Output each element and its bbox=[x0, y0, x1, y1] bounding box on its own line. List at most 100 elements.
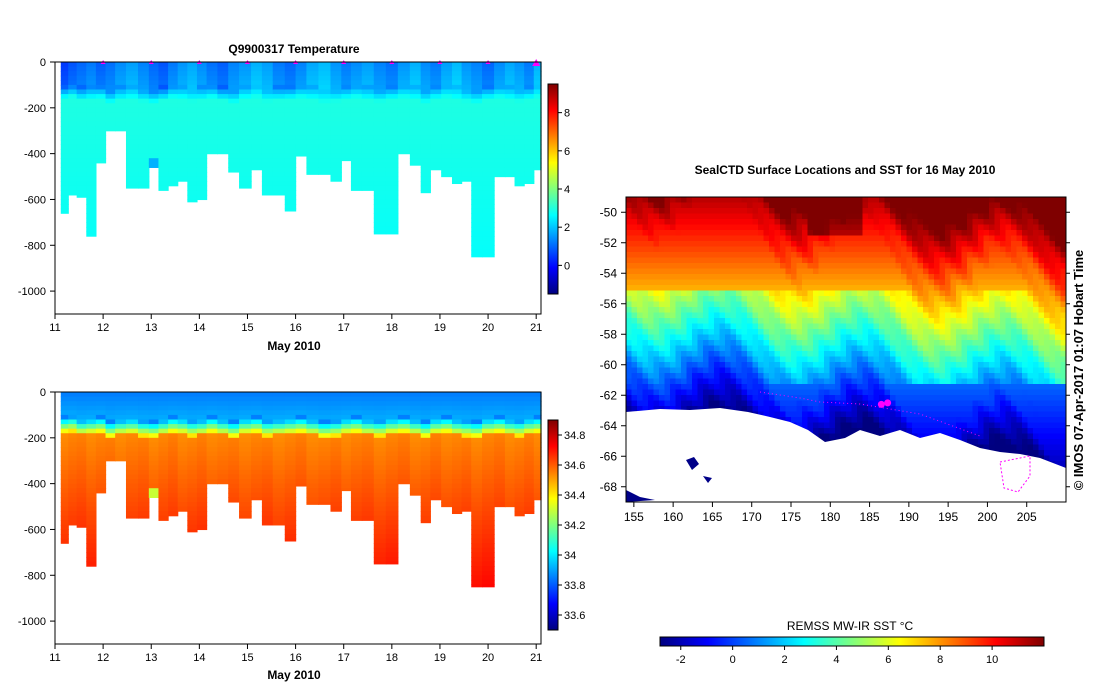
temperature-cell bbox=[228, 144, 240, 150]
temperature-x-axis: 11 12 13 14 15 16 17 18 19 20 21 bbox=[49, 314, 542, 334]
temperature-cell bbox=[217, 139, 229, 146]
temperature-cell bbox=[385, 167, 399, 173]
sst-cell bbox=[923, 290, 929, 297]
salinity-cell bbox=[217, 479, 229, 485]
temperature-cell bbox=[471, 75, 483, 81]
sst-cell bbox=[1000, 252, 1006, 258]
temperature-cell bbox=[196, 181, 208, 187]
sst-cell bbox=[758, 318, 764, 324]
sst-cell bbox=[868, 290, 874, 297]
sst-cell bbox=[802, 296, 808, 302]
temperature-cell bbox=[251, 89, 263, 95]
temperature-cell bbox=[373, 84, 387, 91]
sst-cell bbox=[1011, 351, 1017, 357]
sst-cell bbox=[1033, 257, 1039, 264]
temperature-cell bbox=[471, 204, 483, 210]
temperature-cell bbox=[361, 126, 375, 132]
sst-cell bbox=[1022, 224, 1028, 231]
temperature-cell bbox=[125, 130, 139, 136]
sst-cell bbox=[989, 345, 995, 352]
sst-cell bbox=[978, 224, 984, 231]
salinity-cell bbox=[471, 456, 483, 462]
salinity-cell bbox=[295, 442, 308, 448]
temperature-cell bbox=[385, 149, 399, 155]
sst-cell bbox=[1016, 334, 1023, 341]
sst-cell bbox=[884, 340, 891, 346]
sst-cell bbox=[945, 197, 951, 203]
sst-cell bbox=[956, 301, 962, 308]
salinity-cell bbox=[504, 405, 516, 411]
salinity-cell bbox=[261, 419, 274, 425]
temperature-cell bbox=[261, 171, 274, 178]
temperature-cell bbox=[306, 80, 320, 86]
sst-cell bbox=[763, 340, 770, 346]
sst-cell bbox=[945, 235, 951, 242]
salinity-cell bbox=[471, 446, 483, 453]
sst-cell bbox=[934, 213, 940, 220]
temperature-cell bbox=[196, 162, 208, 168]
sst-cell bbox=[664, 301, 671, 308]
sst-cell bbox=[928, 323, 935, 330]
temperature-cell bbox=[373, 144, 387, 150]
salinity-cell bbox=[361, 410, 375, 416]
salinity-cell bbox=[451, 446, 463, 453]
temperature-cell bbox=[533, 158, 542, 164]
sst-cell bbox=[741, 268, 748, 275]
salinity-cell bbox=[397, 410, 411, 416]
sst-cell bbox=[824, 230, 830, 236]
y-tick-label: 0 bbox=[40, 387, 46, 399]
temperature-cell bbox=[206, 121, 219, 127]
salinity-cell bbox=[115, 419, 127, 425]
sst-cell bbox=[840, 208, 847, 214]
sst-cell bbox=[939, 268, 946, 275]
sst-cell bbox=[780, 290, 786, 297]
sst-cell bbox=[653, 351, 660, 357]
temperature-cell bbox=[125, 103, 139, 109]
salinity-cell bbox=[158, 506, 169, 512]
sst-cell bbox=[1038, 279, 1045, 286]
sst-cell bbox=[648, 356, 654, 363]
sst-cell bbox=[1011, 268, 1017, 275]
sst-cell bbox=[862, 301, 869, 308]
salinity-cell bbox=[318, 492, 332, 498]
sst-cell bbox=[686, 274, 693, 280]
temperature-cell bbox=[430, 62, 442, 68]
salinity-cell bbox=[239, 456, 252, 462]
temperature-cell bbox=[125, 185, 139, 189]
temperature-cell bbox=[60, 171, 69, 178]
sst-cell bbox=[708, 296, 715, 302]
temperature-cell bbox=[361, 98, 375, 104]
sst-cell bbox=[906, 279, 913, 286]
salinity-cell bbox=[158, 424, 169, 430]
salinity-cell bbox=[239, 392, 252, 398]
sst-cell bbox=[879, 219, 885, 225]
sst-cell bbox=[862, 340, 869, 346]
temperature-cell bbox=[95, 116, 107, 123]
temperature-cell bbox=[430, 126, 442, 132]
temperature-cell bbox=[397, 98, 411, 104]
sst-cell bbox=[840, 252, 847, 258]
sst-cell bbox=[637, 224, 643, 231]
temperature-cell bbox=[430, 80, 442, 86]
sst-cell bbox=[1044, 318, 1050, 324]
temperature-cell bbox=[385, 204, 399, 210]
temperature-cell bbox=[217, 121, 229, 127]
salinity-cell bbox=[318, 460, 332, 466]
temperature-cell bbox=[272, 75, 286, 81]
sst-cell bbox=[873, 208, 880, 214]
salinity-cell bbox=[261, 506, 274, 512]
sst-cell bbox=[912, 290, 918, 297]
sst-cell bbox=[730, 263, 737, 269]
temperature-cell bbox=[217, 144, 229, 150]
salinity-cell bbox=[272, 520, 286, 526]
salinity-cell bbox=[68, 424, 78, 430]
temperature-cell bbox=[261, 116, 274, 123]
salinity-cell bbox=[115, 405, 127, 411]
salinity-cell bbox=[261, 401, 274, 407]
temperature-cell bbox=[138, 149, 150, 155]
sst-cell bbox=[928, 279, 935, 286]
sst-cell bbox=[818, 290, 825, 297]
colorbar-tick-label: 6 bbox=[564, 146, 570, 158]
sst-cell bbox=[824, 329, 830, 335]
sst-cell bbox=[736, 197, 742, 203]
